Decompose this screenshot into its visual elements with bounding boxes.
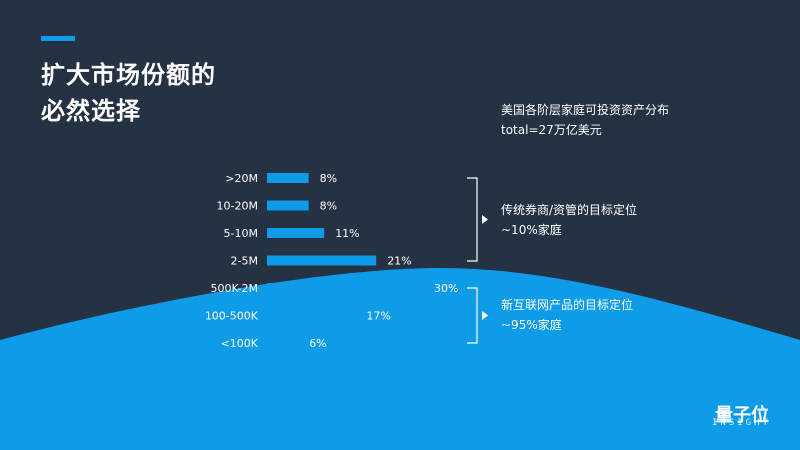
group-bottom-label: 新互联网产品的目标定位 bbox=[501, 298, 634, 312]
category-label-500k-2m: 500K-2M bbox=[210, 282, 258, 295]
chart-total: total=27万亿美元 bbox=[501, 123, 602, 137]
category-label-100-500k: 100-500K bbox=[205, 310, 259, 323]
bar-500k-2m bbox=[267, 283, 423, 293]
watermark-sub: INSIGHT bbox=[712, 418, 771, 428]
bracket-bottom-arrow-icon bbox=[482, 311, 488, 320]
group-bottom-share: ~95%家庭 bbox=[501, 318, 562, 332]
category-label-2-5m: 2-5M bbox=[231, 255, 258, 268]
category-label-20m: >20M bbox=[225, 172, 258, 185]
bracket-top-arrow-icon bbox=[482, 215, 488, 224]
value-label-10-20m: 8% bbox=[320, 200, 337, 213]
value-label-100k: 6% bbox=[309, 337, 326, 350]
value-label-2-5m: 21% bbox=[387, 255, 411, 268]
bar-100-500k bbox=[267, 310, 356, 321]
bar-2-5m bbox=[267, 255, 377, 266]
chart-subtitle: 美国各阶层家庭可投资资产分布 bbox=[501, 103, 670, 117]
group-top-share: ~10%家庭 bbox=[501, 223, 562, 237]
value-label-20m: 8% bbox=[320, 172, 337, 185]
value-label-5-10m: 11% bbox=[335, 227, 359, 240]
value-label-500k-2m: 30% bbox=[434, 282, 458, 295]
bracket-top bbox=[467, 177, 488, 262]
bracket-bottom bbox=[467, 287, 488, 344]
accent-bar bbox=[41, 36, 75, 41]
page-title-line2: 必然选择 bbox=[41, 97, 141, 125]
page-title-line1: 扩大市场份额的 bbox=[41, 61, 216, 89]
category-label-100k: <100K bbox=[221, 337, 259, 350]
value-label-100-500k: 17% bbox=[366, 310, 390, 323]
bar-20m bbox=[267, 173, 309, 183]
bar-10-20m bbox=[267, 200, 309, 211]
bar-100k bbox=[267, 338, 299, 348]
bar-5-10m bbox=[267, 228, 325, 238]
group-top-label: 传统券商/资管的目标定位 bbox=[501, 203, 638, 217]
watermark-logo: 量子位 bbox=[715, 405, 769, 426]
category-label-10-20m: 10-20M bbox=[217, 200, 258, 213]
category-label-5-10m: 5-10M bbox=[224, 227, 258, 240]
